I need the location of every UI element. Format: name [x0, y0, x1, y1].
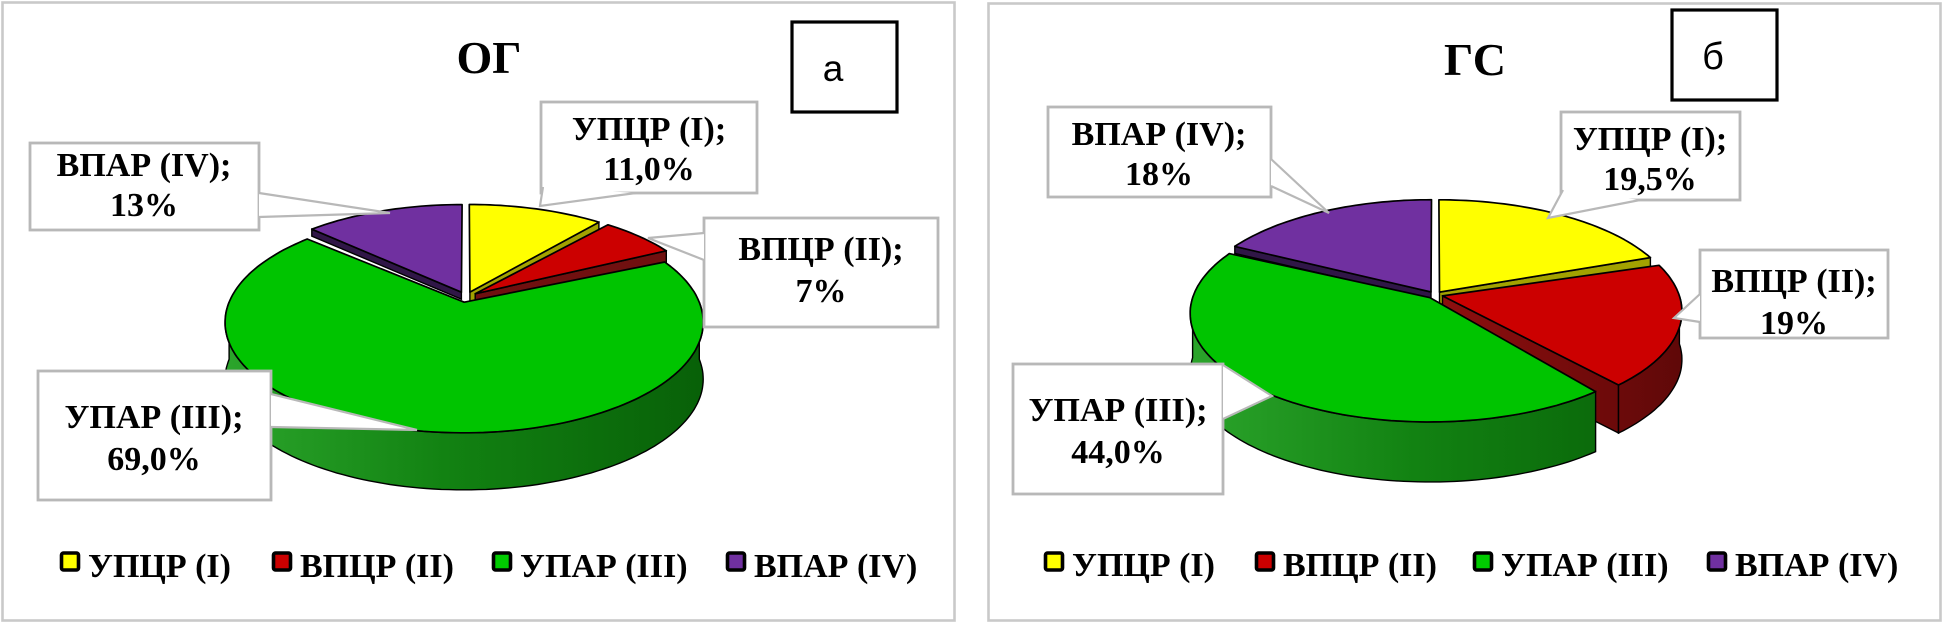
- svg-text:69,0%: 69,0%: [107, 441, 201, 478]
- svg-text:ГС: ГС: [1444, 34, 1506, 85]
- svg-text:УПАР (III);: УПАР (III);: [65, 399, 244, 436]
- svg-text:УПЦР (I): УПЦР (I): [1072, 547, 1215, 584]
- svg-text:11,0%: 11,0%: [603, 151, 695, 188]
- svg-text:ВПЦР (II): ВПЦР (II): [1283, 547, 1437, 584]
- svg-text:б: б: [1702, 36, 1724, 78]
- svg-text:ВПЦР (II);: ВПЦР (II);: [1711, 263, 1876, 300]
- svg-text:19,5%: 19,5%: [1603, 161, 1697, 198]
- svg-text:44,0%: 44,0%: [1071, 434, 1165, 471]
- svg-text:ВПЦР (II): ВПЦР (II): [300, 548, 454, 585]
- svg-text:ВПЦР (II);: ВПЦР (II);: [738, 231, 903, 268]
- svg-text:18%: 18%: [1125, 156, 1193, 193]
- svg-text:ВПАР (IV);: ВПАР (IV);: [1072, 116, 1247, 153]
- svg-text:УПЦР (I);: УПЦР (I);: [572, 111, 726, 148]
- svg-text:ВПАР (IV): ВПАР (IV): [754, 548, 917, 585]
- svg-text:ВПАР (IV);: ВПАР (IV);: [57, 147, 232, 184]
- svg-text:19%: 19%: [1760, 305, 1828, 342]
- svg-text:13%: 13%: [110, 187, 178, 224]
- svg-text:УПЦР (I): УПЦР (I): [88, 548, 231, 585]
- svg-text:УПАР (III): УПАР (III): [1501, 547, 1669, 584]
- svg-text:а: а: [823, 48, 844, 89]
- svg-text:УПЦР (I);: УПЦР (I);: [1573, 121, 1727, 158]
- svg-text:7%: 7%: [796, 273, 847, 310]
- svg-text:УПАР (III);: УПАР (III);: [1029, 392, 1208, 429]
- svg-text:УПАР (III): УПАР (III): [520, 548, 688, 585]
- svg-text:ОГ: ОГ: [456, 32, 521, 83]
- svg-text:ВПАР (IV): ВПАР (IV): [1735, 547, 1898, 584]
